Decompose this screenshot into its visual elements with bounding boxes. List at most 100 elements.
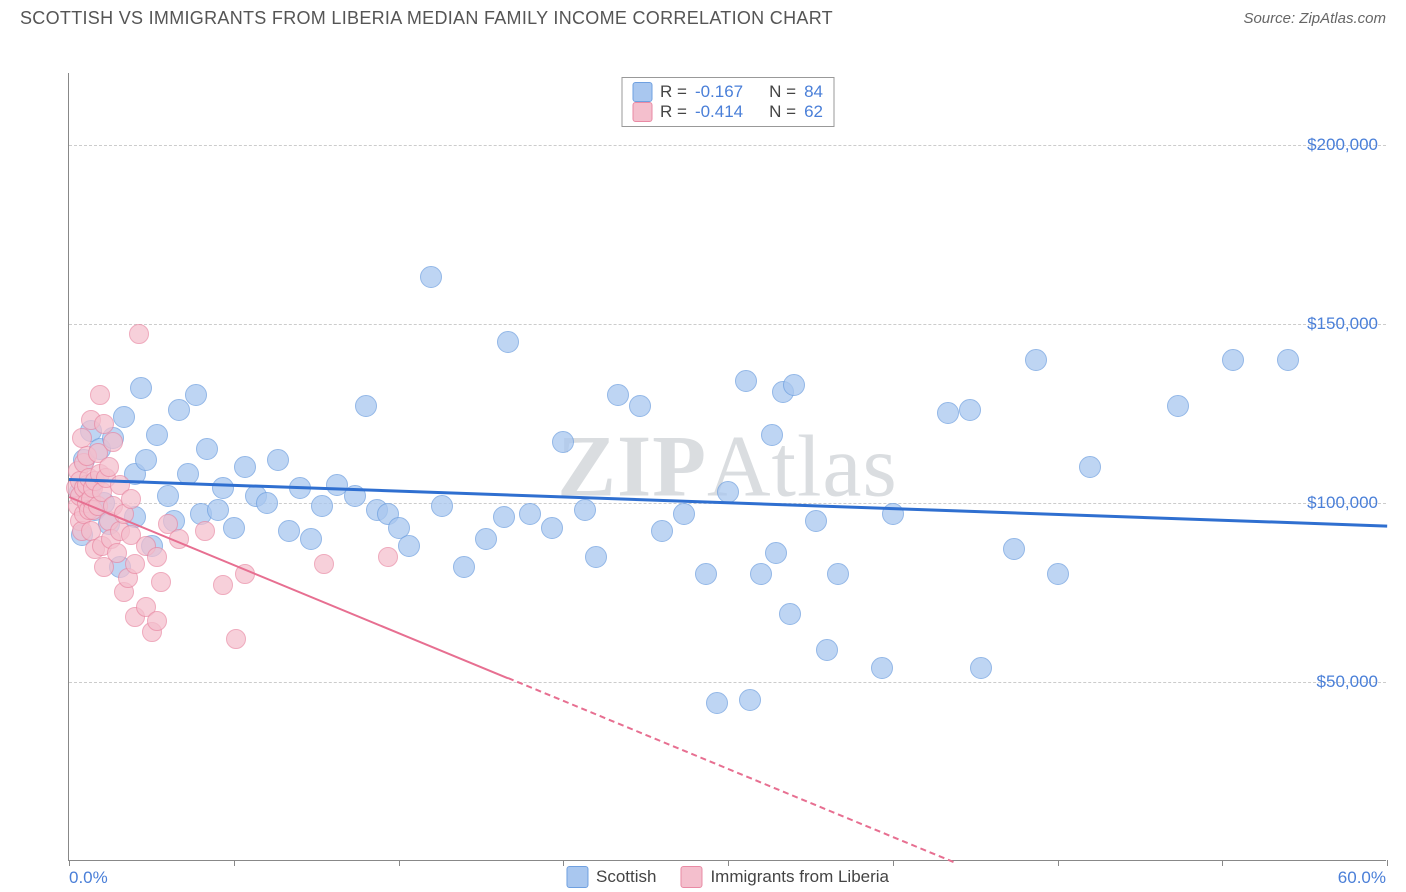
marker-scottish [355, 395, 377, 417]
regression-line [508, 677, 954, 863]
marker-scottish [574, 499, 596, 521]
marker-scottish [311, 495, 333, 517]
source-label: Source: ZipAtlas.com [1243, 10, 1386, 27]
marker-immigrants-from-liberia [226, 629, 246, 649]
plot-area: ZIPAtlas $50,000$100,000$150,000$200,000… [68, 73, 1386, 861]
x-tick [399, 860, 400, 866]
stats-box: R =-0.167N =84R =-0.414N =62 [621, 77, 834, 127]
marker-scottish [185, 384, 207, 406]
marker-scottish [937, 402, 959, 424]
x-tick [1387, 860, 1388, 866]
marker-scottish [223, 517, 245, 539]
marker-scottish [673, 503, 695, 525]
marker-scottish [607, 384, 629, 406]
marker-scottish [420, 266, 442, 288]
gridline [69, 682, 1386, 683]
marker-scottish [113, 406, 135, 428]
marker-scottish [475, 528, 497, 550]
legend-swatch [566, 866, 588, 888]
y-tick-label: $200,000 [1307, 135, 1378, 155]
marker-scottish [256, 492, 278, 514]
marker-scottish [651, 520, 673, 542]
y-tick-label: $50,000 [1317, 672, 1378, 692]
stats-r-value: -0.167 [695, 82, 743, 102]
marker-immigrants-from-liberia [99, 457, 119, 477]
marker-scottish [779, 603, 801, 625]
marker-scottish [739, 689, 761, 711]
marker-immigrants-from-liberia [147, 547, 167, 567]
marker-scottish [783, 374, 805, 396]
marker-immigrants-from-liberia [125, 554, 145, 574]
marker-scottish [695, 563, 717, 585]
gridline [69, 324, 1386, 325]
marker-scottish [827, 563, 849, 585]
stats-r-label: R = [660, 102, 687, 122]
stats-n-label: N = [769, 82, 796, 102]
marker-scottish [585, 546, 607, 568]
marker-scottish [234, 456, 256, 478]
marker-scottish [1167, 395, 1189, 417]
x-tick [69, 860, 70, 866]
y-tick-label: $150,000 [1307, 314, 1378, 334]
stats-swatch [632, 82, 652, 102]
stats-n-value: 84 [804, 82, 823, 102]
marker-scottish [196, 438, 218, 460]
legend-swatch [680, 866, 702, 888]
marker-immigrants-from-liberia [378, 547, 398, 567]
marker-scottish [1277, 349, 1299, 371]
marker-scottish [207, 499, 229, 521]
stats-row: R =-0.414N =62 [632, 102, 823, 122]
marker-scottish [959, 399, 981, 421]
marker-scottish [552, 431, 574, 453]
marker-scottish [497, 331, 519, 353]
legend-label: Scottish [596, 867, 656, 887]
marker-scottish [871, 657, 893, 679]
marker-immigrants-from-liberia [129, 324, 149, 344]
marker-immigrants-from-liberia [213, 575, 233, 595]
x-tick [1222, 860, 1223, 866]
x-tick-label-right: 60.0% [1338, 868, 1386, 888]
x-tick [563, 860, 564, 866]
marker-scottish [765, 542, 787, 564]
marker-scottish [267, 449, 289, 471]
marker-scottish [629, 395, 651, 417]
marker-scottish [1079, 456, 1101, 478]
marker-immigrants-from-liberia [195, 521, 215, 541]
marker-scottish [130, 377, 152, 399]
legend-label: Immigrants from Liberia [710, 867, 889, 887]
marker-scottish [135, 449, 157, 471]
stats-n-label: N = [769, 102, 796, 122]
x-tick-label-left: 0.0% [69, 868, 108, 888]
marker-immigrants-from-liberia [90, 385, 110, 405]
marker-scottish [1222, 349, 1244, 371]
marker-immigrants-from-liberia [121, 489, 141, 509]
x-tick [1058, 860, 1059, 866]
marker-scottish [157, 485, 179, 507]
marker-scottish [706, 692, 728, 714]
stats-r-value: -0.414 [695, 102, 743, 122]
y-tick-label: $100,000 [1307, 493, 1378, 513]
x-tick [893, 860, 894, 866]
marker-immigrants-from-liberia [147, 611, 167, 631]
bottom-legend: Scottish Immigrants from Liberia [566, 866, 889, 888]
marker-scottish [1047, 563, 1069, 585]
marker-scottish [168, 399, 190, 421]
marker-scottish [300, 528, 322, 550]
marker-scottish [431, 495, 453, 517]
marker-immigrants-from-liberia [151, 572, 171, 592]
stats-row: R =-0.167N =84 [632, 82, 823, 102]
header: SCOTTISH VS IMMIGRANTS FROM LIBERIA MEDI… [0, 0, 1406, 33]
marker-scottish [816, 639, 838, 661]
legend-item: Immigrants from Liberia [680, 866, 889, 888]
stats-swatch [632, 102, 652, 122]
marker-scottish [212, 477, 234, 499]
legend-item: Scottish [566, 866, 656, 888]
marker-scottish [519, 503, 541, 525]
marker-immigrants-from-liberia [314, 554, 334, 574]
gridline [69, 145, 1386, 146]
marker-scottish [735, 370, 757, 392]
marker-scottish [1003, 538, 1025, 560]
marker-scottish [970, 657, 992, 679]
marker-scottish [493, 506, 515, 528]
marker-scottish [278, 520, 300, 542]
